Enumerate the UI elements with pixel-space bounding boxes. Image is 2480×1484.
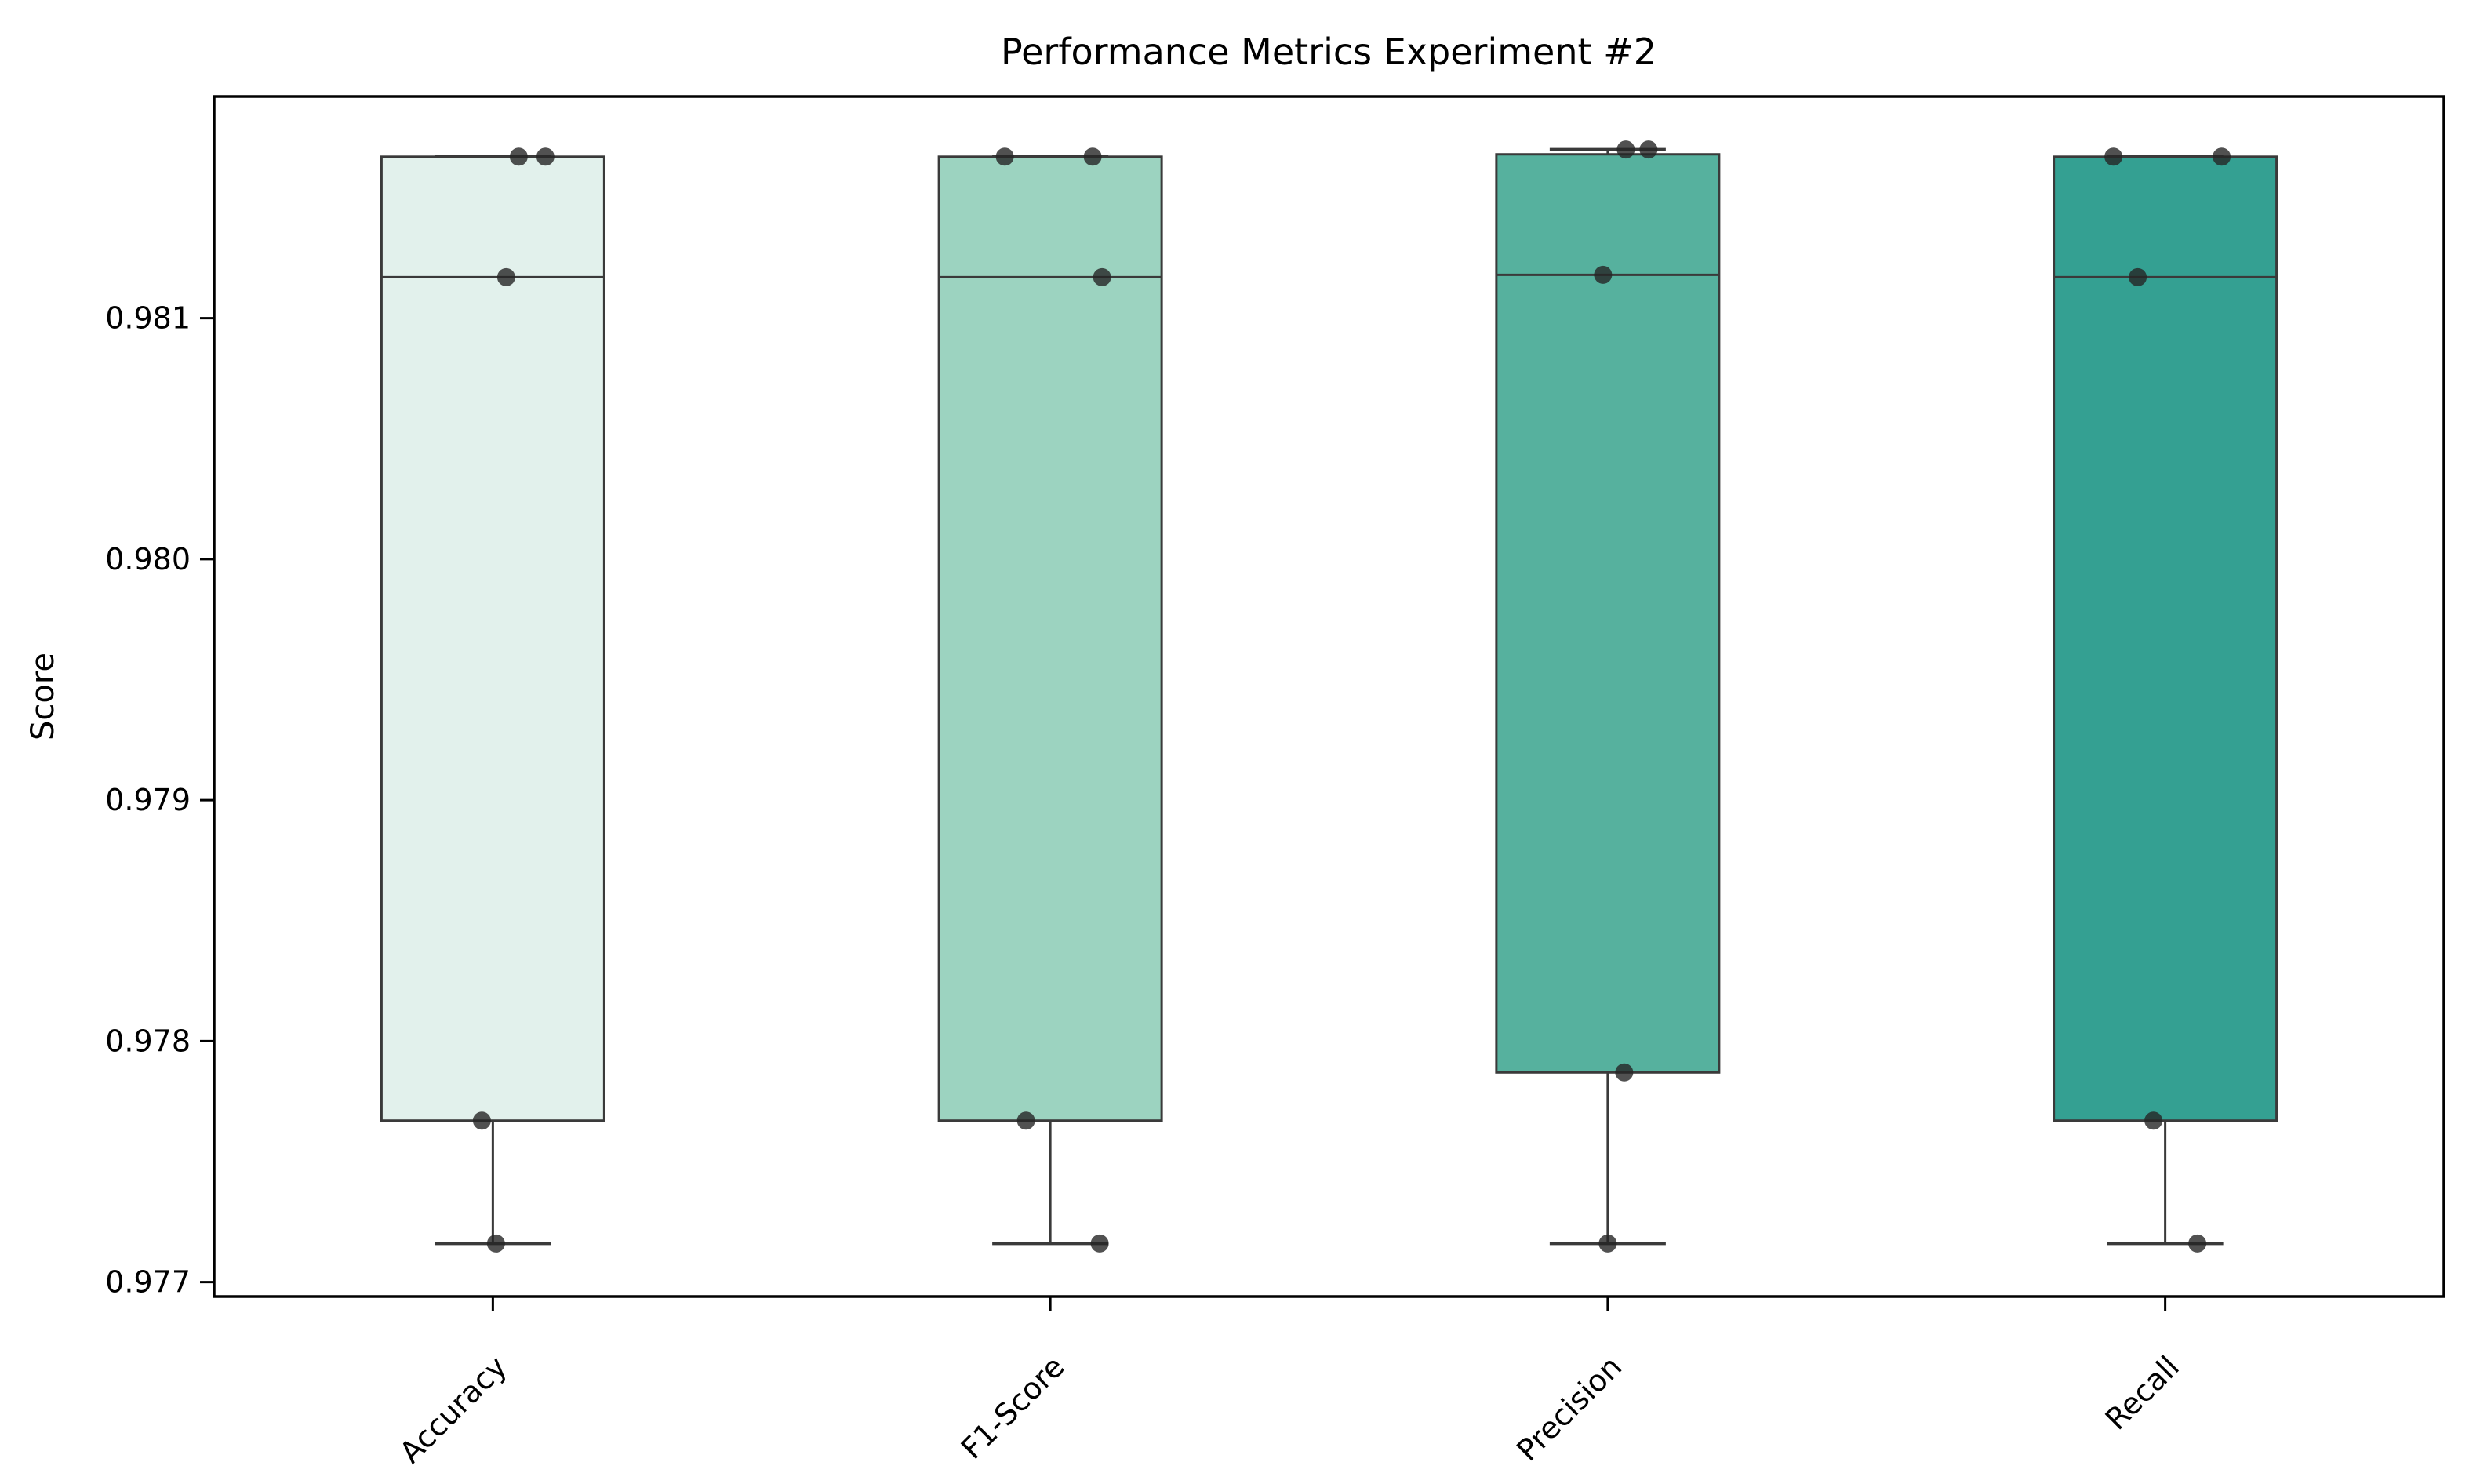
x-tick-label: Accuracy <box>393 1349 514 1470</box>
y-tick-label: 0.980 <box>105 542 191 577</box>
data-point <box>2144 1111 2163 1130</box>
data-point <box>2104 147 2123 166</box>
data-point <box>509 147 528 166</box>
data-point <box>1594 265 1613 284</box>
data-point <box>1090 1234 1109 1253</box>
box-recall <box>2053 155 2278 1122</box>
y-tick-label: 0.979 <box>105 783 191 817</box>
data-point <box>1615 1063 1634 1082</box>
x-tick-label: Precision <box>1510 1349 1628 1468</box>
data-point <box>1598 1234 1617 1253</box>
y-tick-label: 0.981 <box>105 301 191 336</box>
chart-title: Performance Metrics Experiment #2 <box>1001 31 1656 73</box>
y-tick-label: 0.978 <box>105 1024 191 1058</box>
box-accuracy <box>380 155 605 1122</box>
data-point <box>536 147 555 166</box>
x-tick-label: F1-Score <box>955 1349 1071 1466</box>
box-f1-score <box>937 155 1163 1122</box>
plot-layer: 0.981 0.980 0.979 0.978 0.977 Accuracy F1-Scor… <box>105 95 2445 1470</box>
data-point <box>995 147 1014 166</box>
data-point <box>2188 1234 2207 1253</box>
data-point <box>1639 140 1658 159</box>
y-tick-label: 0.977 <box>105 1265 191 1300</box>
plot-frame <box>213 95 2445 1298</box>
data-point <box>486 1234 505 1253</box>
y-axis-label: Score <box>25 653 61 740</box>
data-point <box>1016 1111 1035 1130</box>
x-tick-label: Recall <box>2099 1349 2186 1436</box>
box-precision <box>1495 153 1721 1074</box>
data-point <box>496 267 515 286</box>
data-point <box>1616 140 1635 159</box>
data-point <box>472 1111 491 1130</box>
data-point <box>1083 147 1102 166</box>
data-point <box>1093 267 1111 286</box>
data-point <box>2213 147 2231 166</box>
data-point <box>2129 267 2147 286</box>
